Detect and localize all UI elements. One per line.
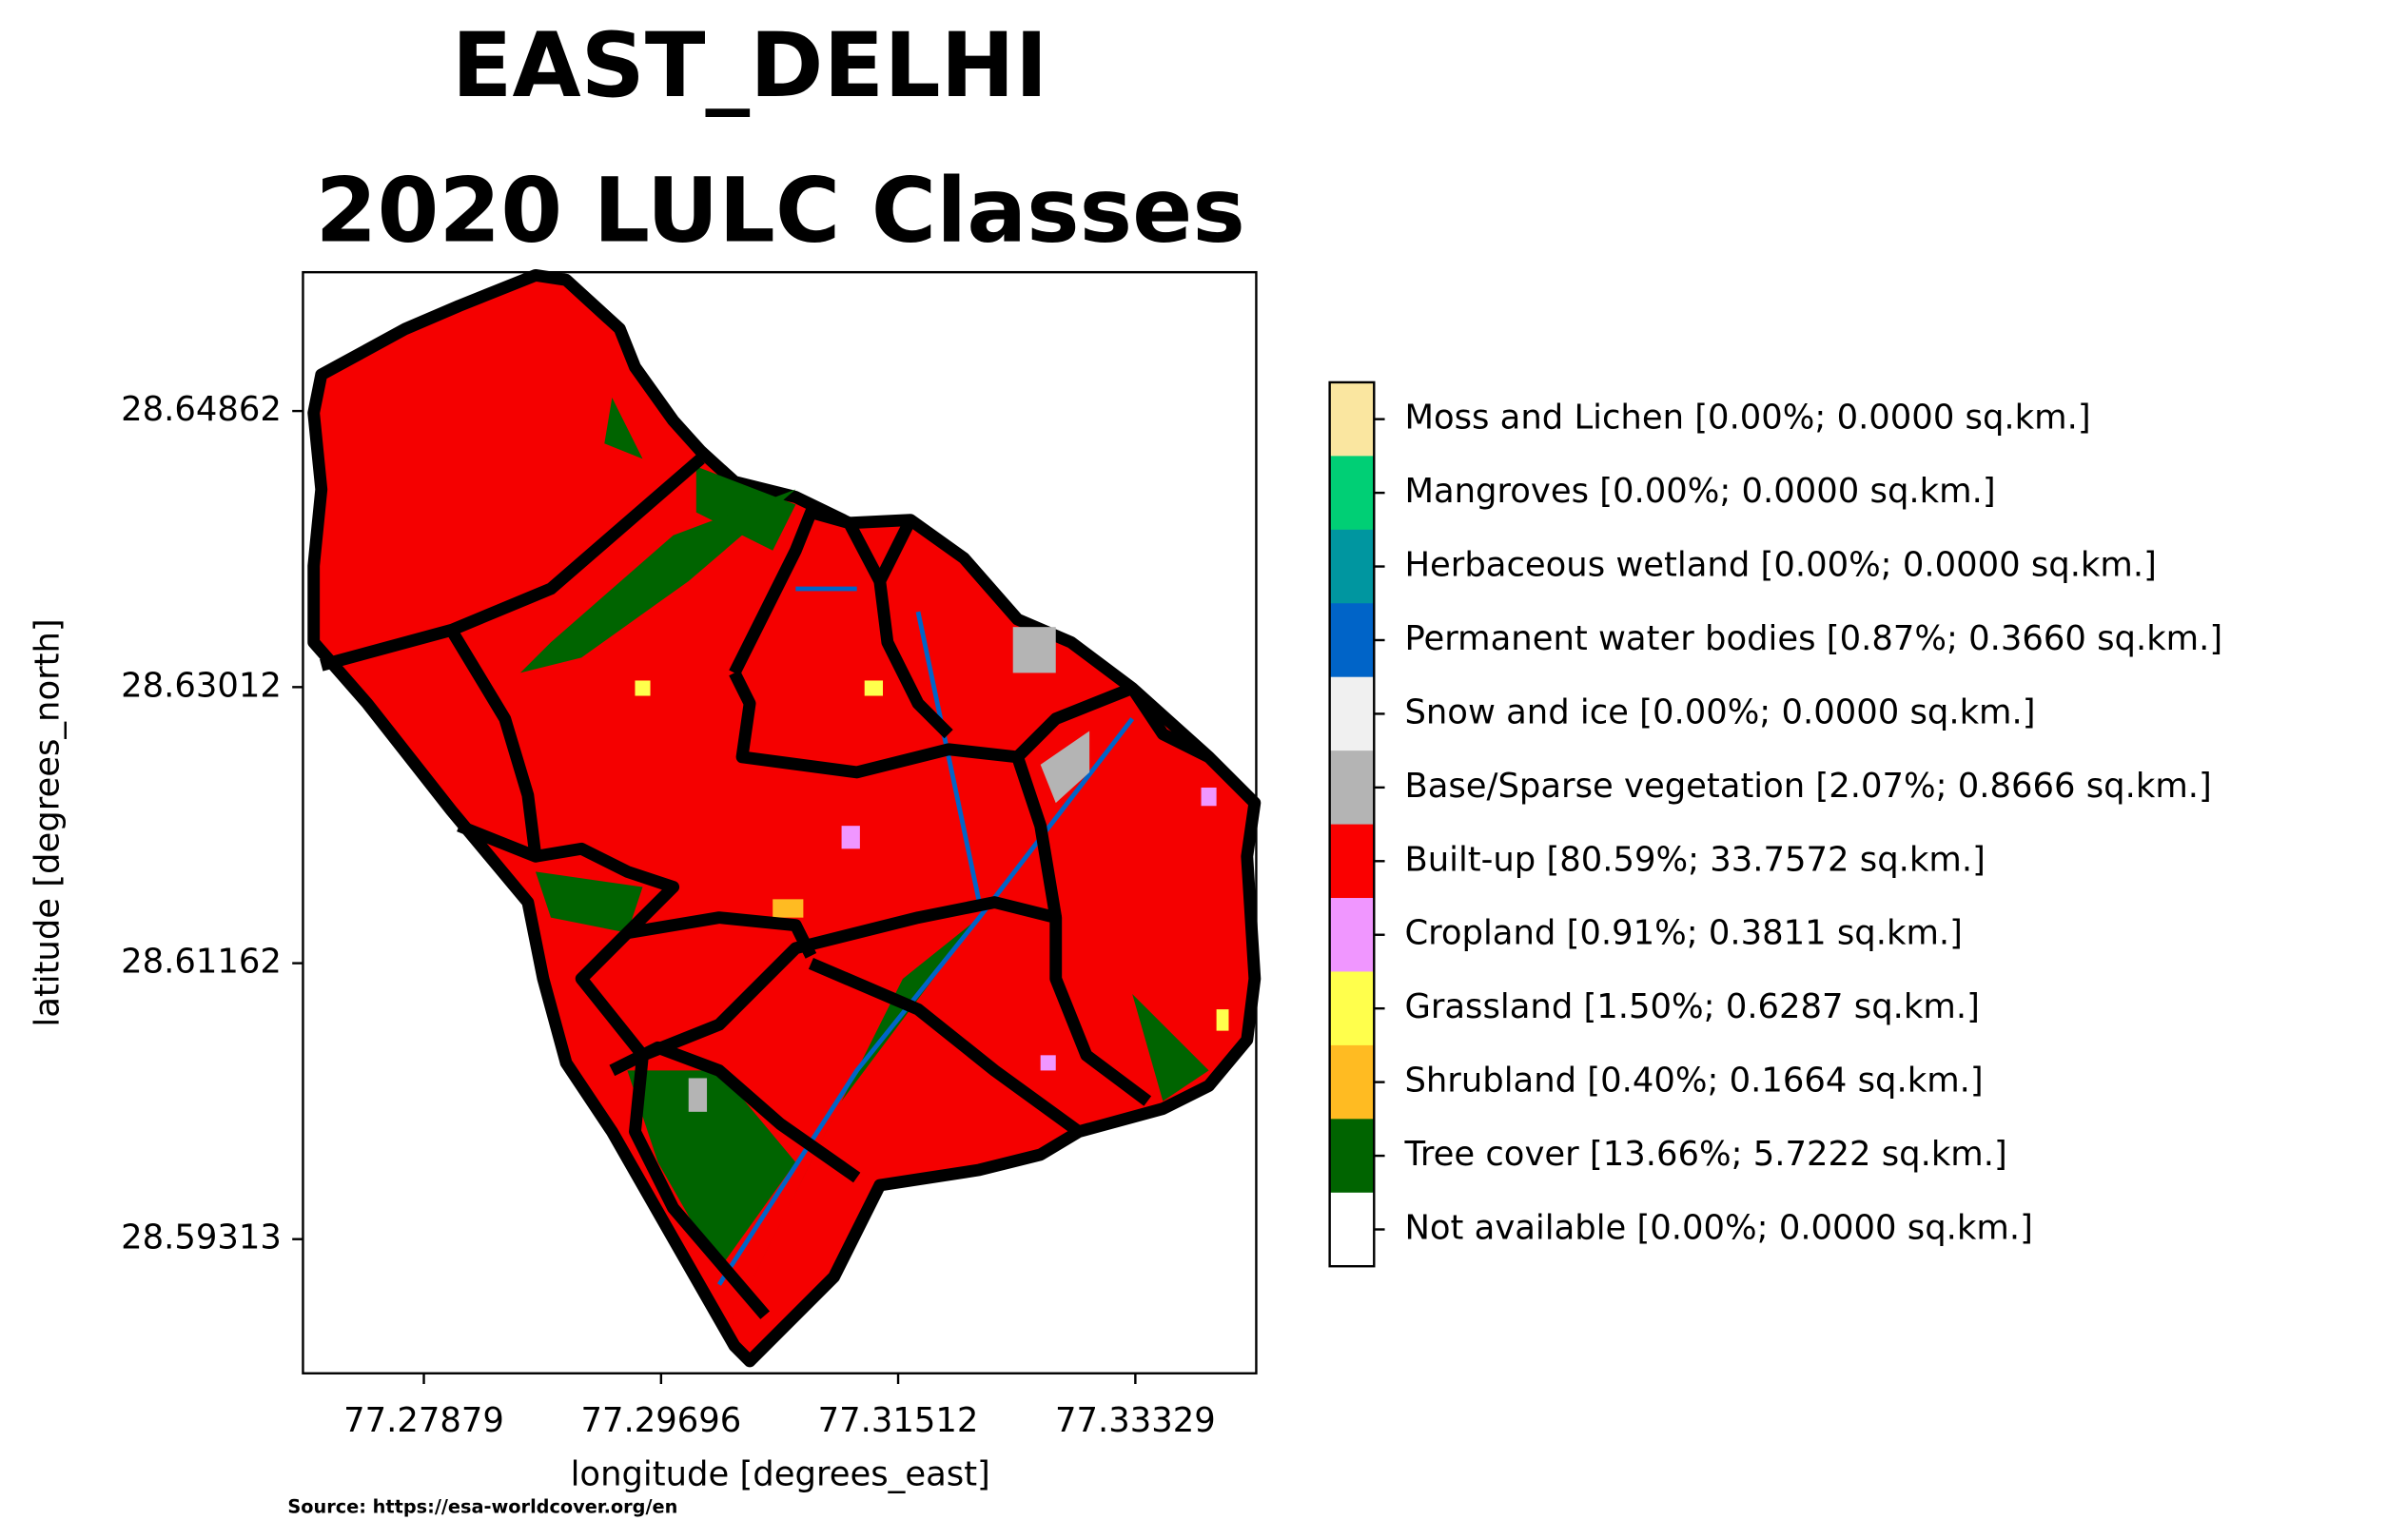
x-tick-label: 77.29696 xyxy=(580,1401,741,1440)
y-tick-label: 28.59313 xyxy=(121,1218,282,1257)
legend-swatch xyxy=(1329,898,1375,973)
legend-label: Permanent water bodies [0.87%; 0.3660 sq… xyxy=(1404,619,2222,658)
ward-boundaries xyxy=(320,454,1212,1319)
legend: Moss and Lichen [0.00%; 0.0000 sq.km.] Ma… xyxy=(1328,380,2222,1268)
legend-label: Herbaceous wetland [0.00%; 0.0000 sq.km.… xyxy=(1404,546,2156,585)
legend-swatch xyxy=(1329,676,1375,751)
legend-swatch xyxy=(1329,603,1375,678)
legend-label: Not available [0.00%; 0.0000 sq.km.] xyxy=(1404,1208,2032,1247)
x-axis-label: longitude [degrees_east] xyxy=(571,1454,990,1493)
bare-patches xyxy=(688,627,1090,1112)
chart-title: 2020 LULC Classes xyxy=(316,159,1245,263)
district-area xyxy=(307,268,1262,1368)
y-axis-label: latitude [degrees_north] xyxy=(28,618,67,1026)
legend-label: Moss and Lichen [0.00%; 0.0000 sq.km.] xyxy=(1404,399,2090,438)
chart-title: EAST_DELHI xyxy=(452,13,1048,117)
legend-label: Shrubland [0.40%; 0.1664 sq.km.] xyxy=(1404,1062,1983,1101)
legend-label: Cropland [0.91%; 0.3811 sq.km.] xyxy=(1404,914,1963,953)
legend-swatch xyxy=(1329,1119,1375,1194)
legend-swatch xyxy=(1329,456,1375,531)
map xyxy=(307,268,1262,1368)
legend-swatch xyxy=(1329,1192,1375,1268)
legend-swatch xyxy=(1329,1044,1375,1121)
legend-label: Tree cover [13.66%; 5.7222 sq.km.] xyxy=(1403,1135,2006,1174)
legend-label: Built-up [80.59%; 33.7572 sq.km.] xyxy=(1404,840,1985,879)
legend-swatch xyxy=(1329,751,1375,826)
x-tick-label: 77.31512 xyxy=(818,1401,979,1440)
water xyxy=(716,586,1135,1286)
legend-label: Base/Sparse vegetation [2.07%; 0.8666 sq… xyxy=(1404,767,2211,806)
y-tick-label: 28.64862 xyxy=(121,390,282,429)
y-tick-label: 28.61162 xyxy=(121,943,282,982)
legend-label: Mangroves [0.00%; 0.0000 sq.km.] xyxy=(1404,472,1995,511)
legend-swatch xyxy=(1329,824,1375,899)
y-tick-label: 28.63012 xyxy=(121,666,282,705)
x-tick-label: 77.33329 xyxy=(1055,1401,1216,1440)
legend-frame xyxy=(1328,380,1376,1268)
legend-swatch xyxy=(1329,971,1375,1046)
legend-swatch xyxy=(1329,381,1375,458)
plot-frame xyxy=(302,270,1258,1374)
source-note: Source: https://esa-worldcover.org/en xyxy=(287,1496,677,1518)
tree-cover xyxy=(519,398,1209,1346)
small-patches xyxy=(635,680,1229,1071)
x-tick-label: 77.27879 xyxy=(343,1401,504,1440)
legend-label: Snow and ice [0.00%; 0.0000 sq.km.] xyxy=(1404,692,2035,731)
legend-label: Grassland [1.50%; 0.6287 sq.km.] xyxy=(1404,987,1979,1026)
legend-swatch xyxy=(1329,529,1375,605)
